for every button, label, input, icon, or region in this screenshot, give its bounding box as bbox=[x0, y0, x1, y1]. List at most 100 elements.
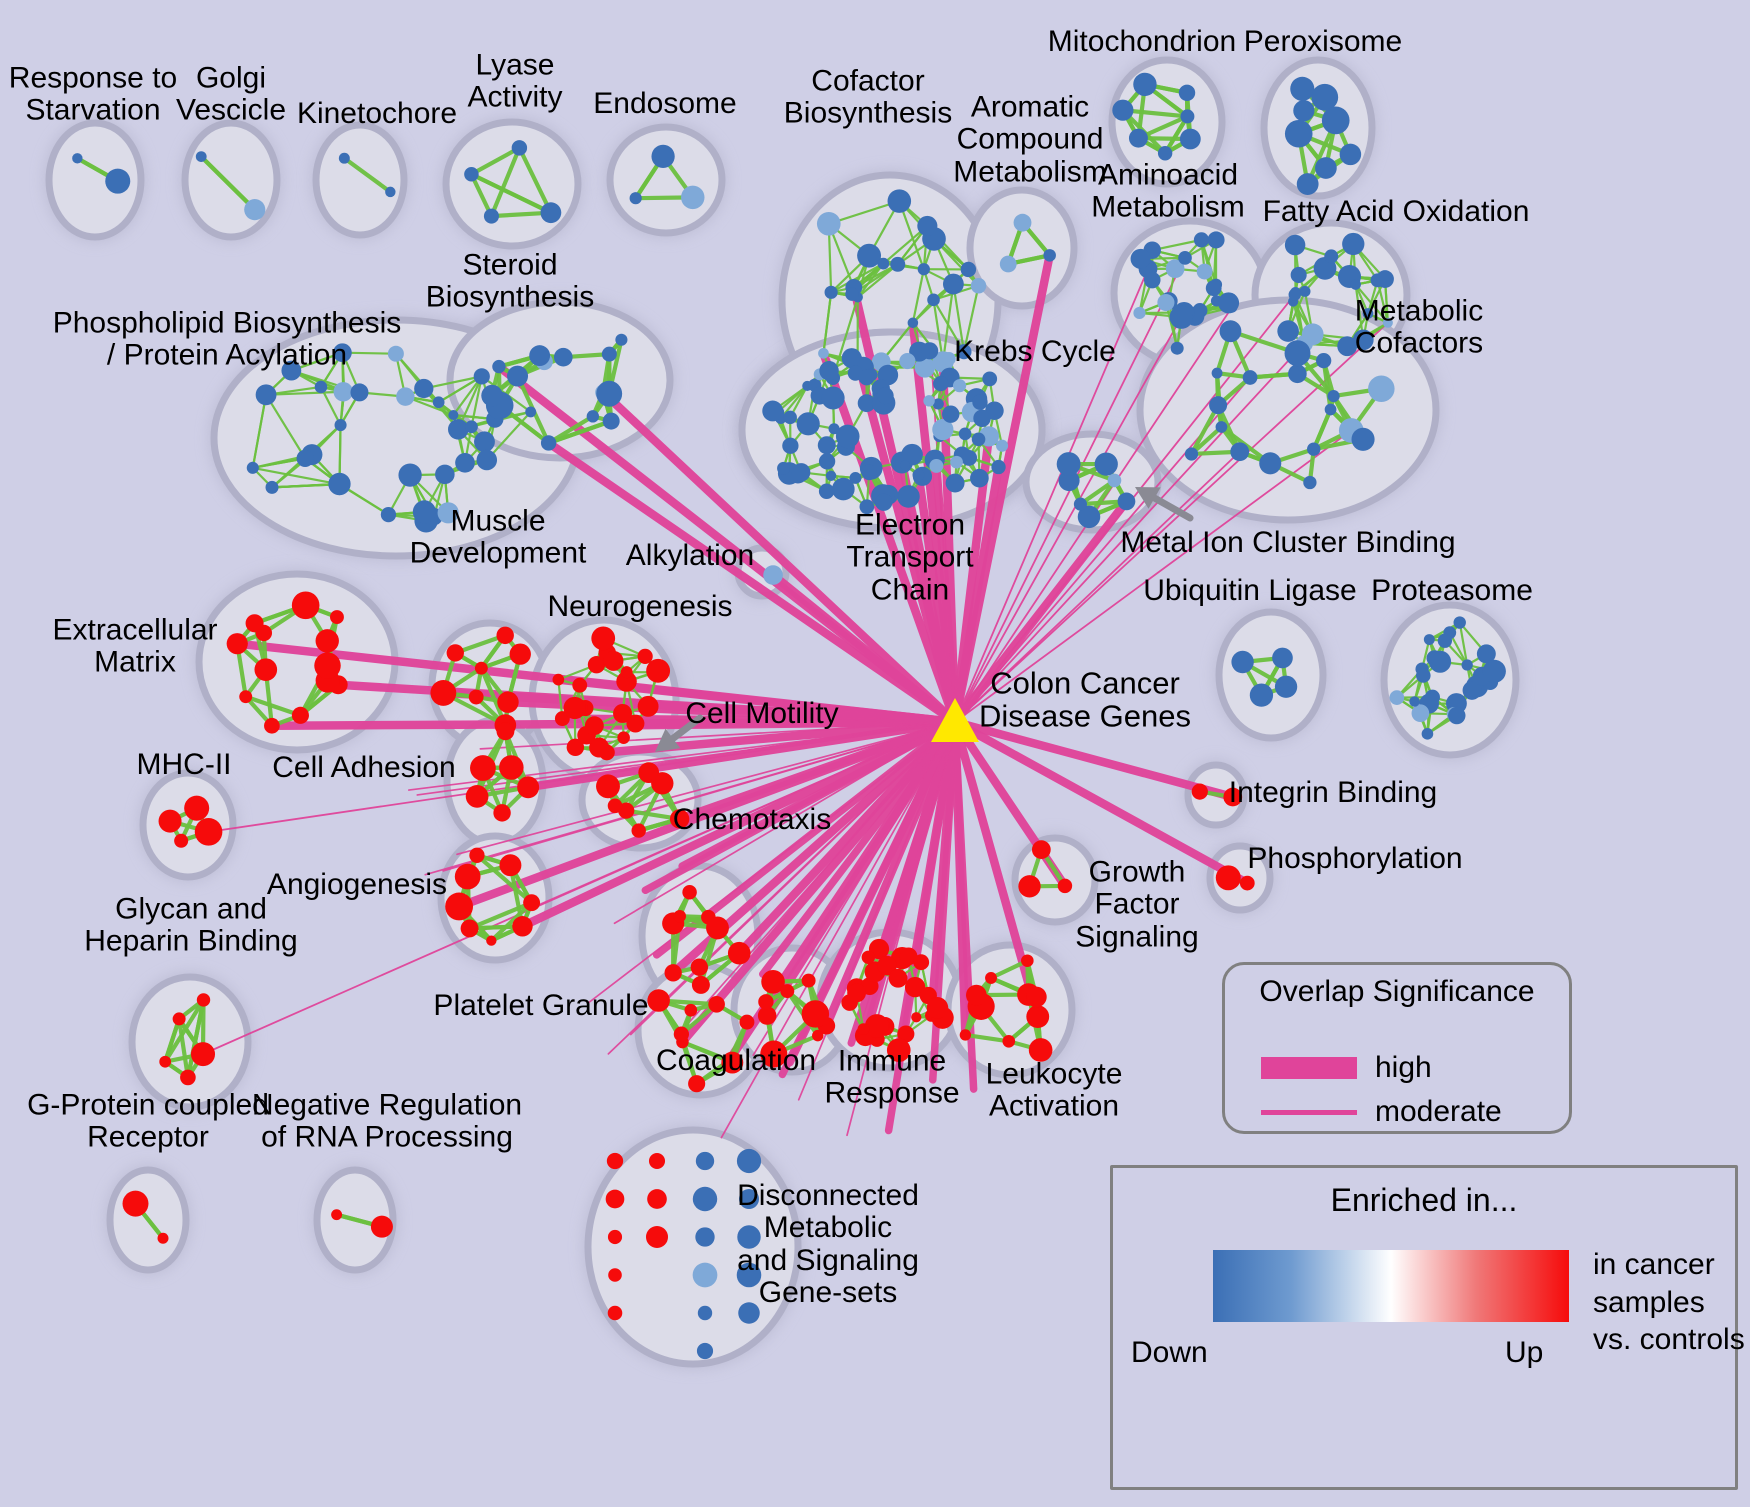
gene-set-node bbox=[721, 1051, 744, 1074]
gene-set-node bbox=[615, 333, 628, 346]
gene-set-node bbox=[281, 360, 302, 381]
gene-set-node bbox=[828, 423, 840, 435]
gene-set-node bbox=[648, 1152, 666, 1170]
gene-set-node bbox=[396, 387, 415, 406]
gene-set-node bbox=[1242, 370, 1258, 385]
gene-set-node bbox=[739, 1014, 755, 1030]
gene-set-node bbox=[1352, 329, 1374, 351]
gene-set-node bbox=[706, 916, 729, 940]
gene-set-node bbox=[552, 673, 565, 686]
gene-set-node bbox=[584, 716, 604, 736]
cluster-ellipse-golgi-vescicle bbox=[181, 119, 281, 241]
gene-set-node bbox=[637, 648, 653, 665]
gene-set-node bbox=[780, 984, 795, 999]
gene-set-node bbox=[1077, 505, 1101, 529]
gene-set-node bbox=[1013, 213, 1032, 232]
gene-set-node bbox=[483, 208, 499, 224]
gene-set-node bbox=[448, 419, 469, 440]
gene-set-node bbox=[350, 383, 369, 402]
gene-set-node bbox=[917, 263, 930, 276]
gene-set-node bbox=[387, 345, 404, 362]
gene-set-node bbox=[991, 459, 1006, 475]
gene-set-node bbox=[875, 493, 893, 511]
gene-set-node bbox=[72, 153, 83, 164]
gene-set-node bbox=[315, 629, 339, 653]
gene-set-node bbox=[960, 261, 977, 278]
edge-thin-swatch bbox=[1261, 1109, 1357, 1115]
cell-motility-arrow-head bbox=[655, 728, 681, 752]
gene-set-node bbox=[184, 795, 210, 821]
gene-set-node bbox=[1423, 634, 1435, 646]
gene-set-node bbox=[831, 477, 855, 501]
gene-set-node bbox=[927, 293, 940, 307]
gene-set-node bbox=[1196, 263, 1213, 280]
cluster-ellipse-kinetochore bbox=[312, 121, 408, 239]
gene-set-node bbox=[917, 215, 938, 236]
gene-set-node bbox=[1290, 76, 1315, 101]
gene-set-node bbox=[497, 691, 519, 713]
gene-set-node bbox=[1239, 875, 1255, 891]
gene-set-node bbox=[738, 1302, 760, 1324]
gene-set-node bbox=[1028, 1038, 1053, 1062]
gene-set-node bbox=[847, 983, 867, 1003]
gene-set-node bbox=[601, 346, 617, 362]
gene-set-node bbox=[942, 273, 964, 295]
gene-set-node bbox=[398, 463, 422, 487]
gene-set-node bbox=[1421, 728, 1434, 740]
gene-set-node bbox=[857, 243, 882, 268]
gene-set-node bbox=[509, 643, 531, 665]
colorbar-up-label: Up bbox=[1505, 1336, 1544, 1369]
gene-set-node bbox=[553, 347, 573, 367]
gene-set-node bbox=[1324, 403, 1337, 416]
gene-set-node bbox=[1415, 668, 1431, 683]
gene-set-node bbox=[448, 409, 459, 421]
gene-set-node bbox=[464, 167, 479, 182]
gene-set-node bbox=[474, 431, 495, 453]
hub-overlap-edge bbox=[759, 718, 959, 978]
gene-set-node bbox=[613, 703, 633, 723]
gene-set-node bbox=[469, 847, 485, 863]
gene-set-node bbox=[1290, 266, 1307, 283]
gene-set-node bbox=[1321, 106, 1350, 135]
gene-set-node bbox=[801, 1000, 830, 1028]
gene-set-node bbox=[1133, 306, 1146, 320]
gene-set-node bbox=[157, 1232, 169, 1244]
gene-set-node bbox=[180, 1069, 196, 1086]
gene-set-node bbox=[861, 950, 876, 964]
legend-overlap-significance: Overlap Significance high moderate bbox=[1222, 962, 1572, 1134]
gene-set-node bbox=[692, 1262, 718, 1288]
gene-set-node bbox=[727, 941, 751, 965]
gene-set-node bbox=[1143, 271, 1161, 289]
gene-set-node bbox=[1058, 470, 1080, 492]
hub-overlap-edge bbox=[207, 721, 956, 833]
hub-overlap-edge bbox=[954, 267, 1149, 723]
gene-set-node bbox=[758, 994, 774, 1010]
gene-set-node bbox=[736, 1148, 762, 1174]
legend-enriched-in: Enriched in... Down Up in cancer samples… bbox=[1110, 1165, 1745, 1490]
gene-set-node bbox=[517, 776, 540, 799]
gene-set-node bbox=[605, 1189, 625, 1209]
gene-set-node bbox=[1231, 650, 1254, 674]
gene-set-node bbox=[1288, 288, 1301, 301]
hub-overlap-edge bbox=[819, 349, 960, 727]
hub-overlap-edge bbox=[884, 718, 959, 1135]
gene-set-node bbox=[1327, 390, 1340, 403]
gene-set-node bbox=[196, 993, 211, 1007]
gene-set-node bbox=[933, 375, 949, 392]
gene-set-node bbox=[841, 348, 862, 369]
gene-set-node bbox=[669, 809, 690, 829]
enrichment-colorbar bbox=[1213, 1250, 1569, 1322]
gene-set-node bbox=[1350, 279, 1361, 290]
hub-overlap-edge bbox=[846, 721, 956, 1137]
gene-set-node bbox=[923, 395, 935, 407]
gene-set-node bbox=[460, 919, 479, 938]
module-nodes bbox=[72, 72, 1506, 1360]
hub-overlap-edge bbox=[517, 721, 956, 915]
gene-set-node bbox=[328, 473, 351, 496]
gene-set-node bbox=[470, 755, 496, 781]
legend-overlap-moderate: moderate bbox=[1261, 1095, 1502, 1129]
gene-set-node bbox=[1315, 157, 1337, 179]
gene-set-node bbox=[1389, 690, 1405, 705]
gene-set-node bbox=[845, 287, 859, 301]
